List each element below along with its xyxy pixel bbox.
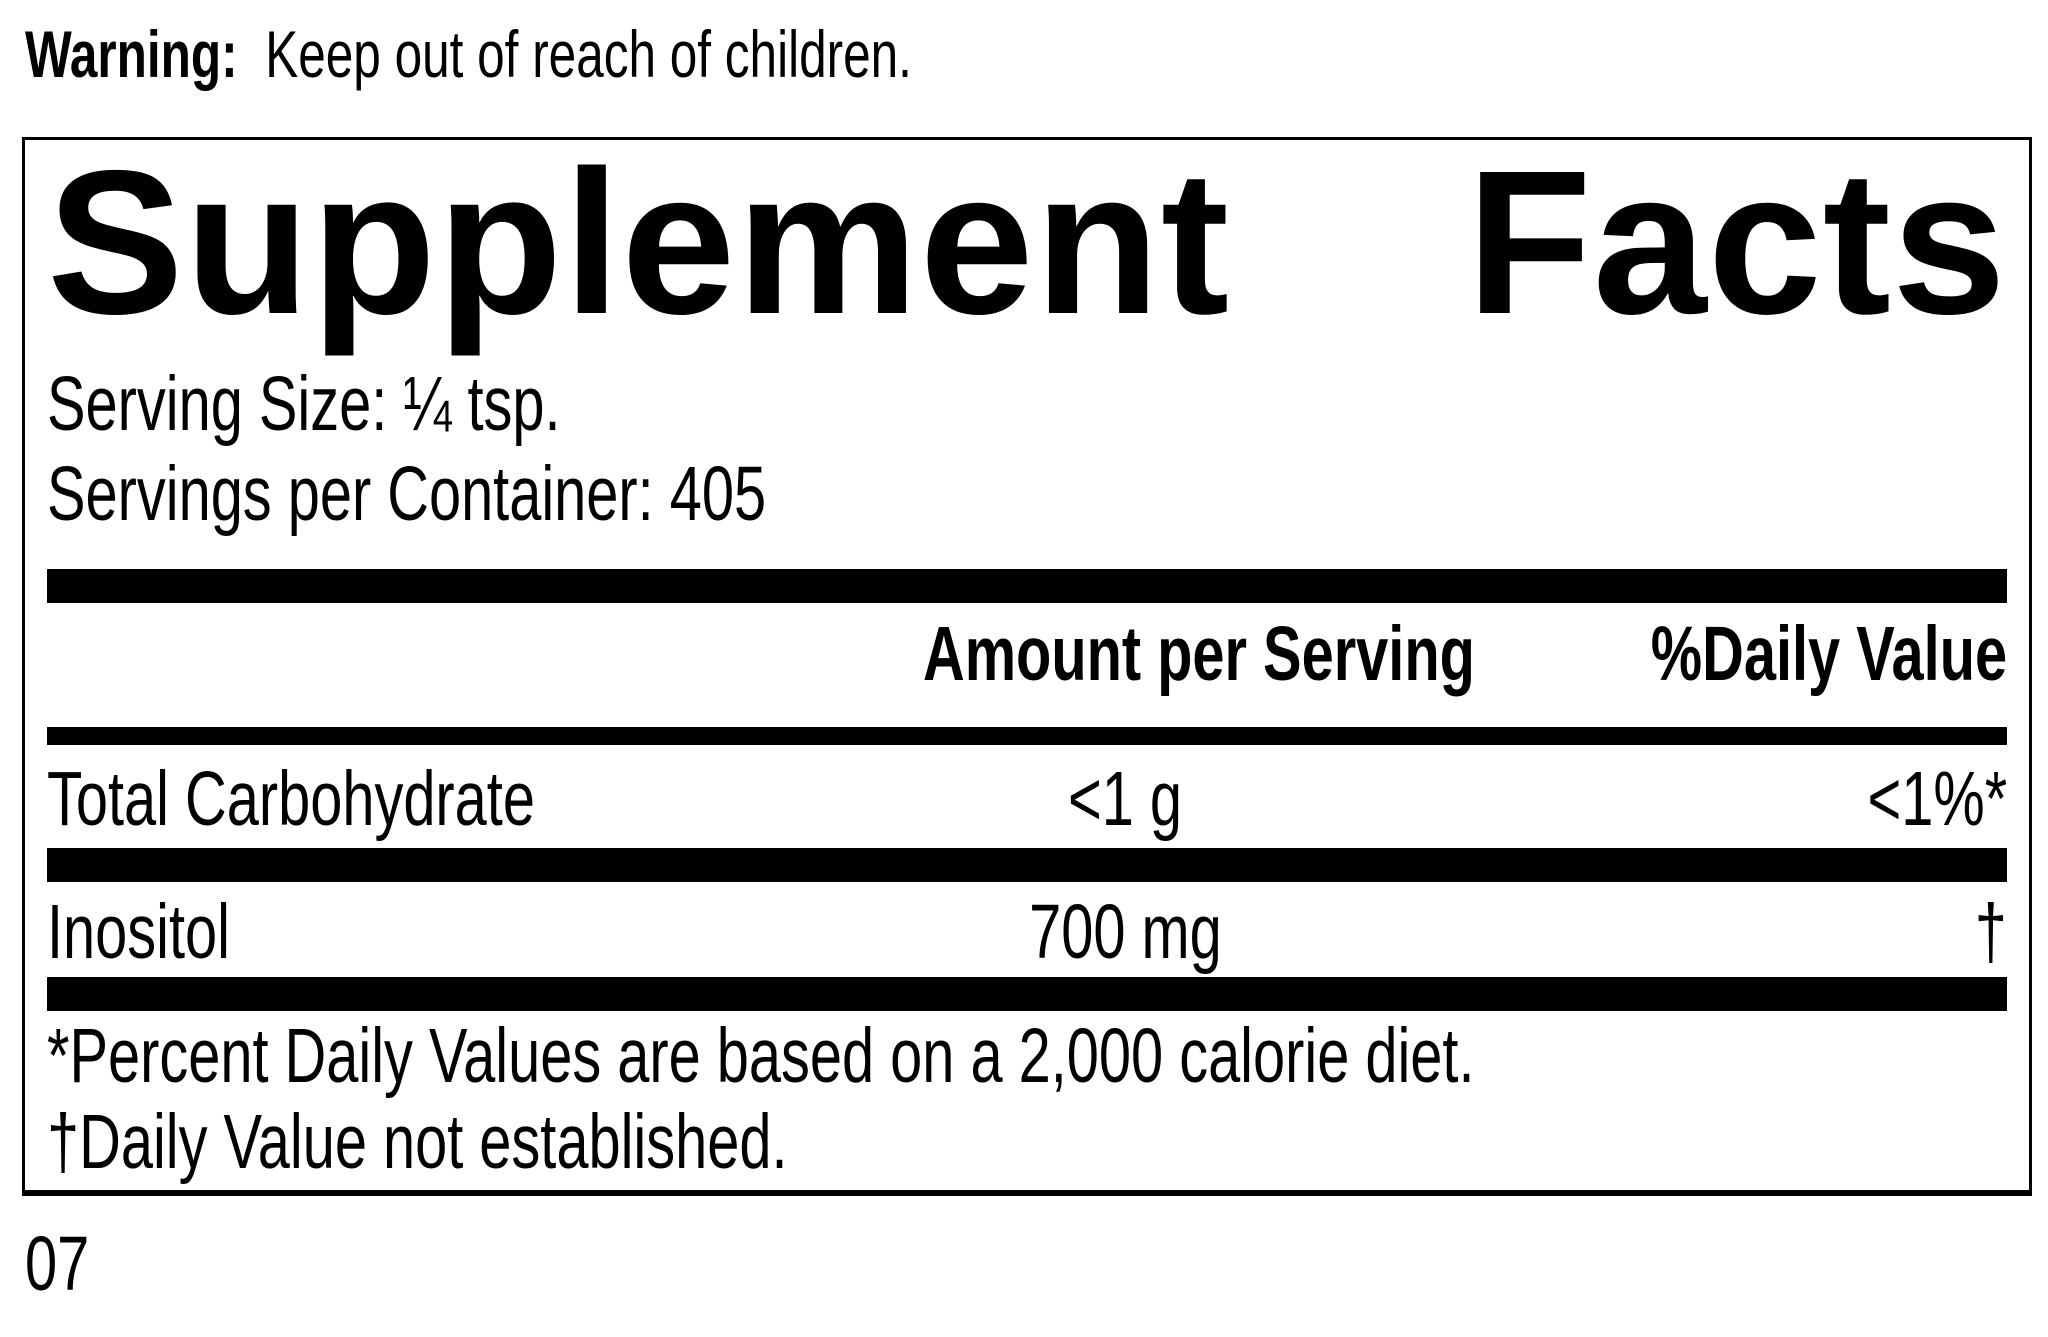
supplement-label-page: Warning: Keep out of reach of children. …	[0, 12, 2048, 1303]
servings-per-container-text: Servings per Container: 405	[47, 450, 767, 537]
amount-header-cell: Amount per Serving	[831, 609, 1475, 699]
title-word-facts: Facts	[1466, 127, 2007, 357]
daily-value-header: %Daily Value	[1650, 610, 2007, 697]
amount-per-serving-header: Amount per Serving	[922, 610, 1475, 697]
nutrient-amount: <1 g	[1067, 756, 1182, 843]
page-code: 07	[25, 1220, 2048, 1307]
header-spacer-cell	[47, 609, 831, 699]
supplement-facts-panel: Supplement Facts Serving Size: ¼ tsp. Se…	[22, 136, 2032, 1196]
column-header-row: Amount per Serving %Daily Value	[47, 609, 2007, 699]
nutrient-name-cell: Total Carbohydrate	[47, 754, 831, 844]
nutrient-name: Inositol	[47, 889, 230, 976]
page-code-text: 07	[25, 1220, 90, 1307]
header-separator-bar	[47, 727, 2007, 746]
nutrient-name-cell: Inositol	[47, 887, 831, 977]
serving-size-text: Serving Size: ¼ tsp.	[47, 360, 561, 447]
panel-title: Supplement Facts	[47, 140, 2007, 345]
nutrient-daily-value: <1%*	[1867, 756, 2007, 843]
footnote-separator-bar	[47, 977, 2007, 1012]
warning-line: Warning: Keep out of reach of children.	[25, 12, 2048, 98]
warning-label: Warning:	[25, 17, 238, 91]
warning-text-wrap: Warning: Keep out of reach of children.	[25, 12, 912, 98]
footnote-text: *Percent Daily Values are based on a 2,0…	[47, 1013, 1475, 1100]
title-word-supplement: Supplement	[47, 127, 1231, 357]
daily-value-header-cell: %Daily Value	[1419, 609, 2007, 699]
footnote-daily-value-not-established: †Daily Value not established.	[47, 1099, 2007, 1185]
servings-per-container-line: Servings per Container: 405	[47, 449, 2007, 539]
nutrient-row-inositol: Inositol 700 mg †	[47, 887, 2007, 977]
nutrient-daily-value-cell: †	[1419, 887, 2007, 977]
nutrient-row-total-carbohydrate: Total Carbohydrate <1 g <1%*	[47, 754, 2007, 844]
nutrient-name: Total Carbohydrate	[47, 756, 535, 843]
nutrient-amount: 700 mg	[1028, 889, 1222, 976]
divider-bar-thick-top	[47, 568, 2007, 603]
nutrient-daily-value-dagger: †	[1974, 889, 2007, 976]
serving-size-line: Serving Size: ¼ tsp.	[47, 359, 2007, 449]
nutrient-daily-value-cell: <1%*	[1419, 754, 2007, 844]
footnote-text: †Daily Value not established.	[47, 1099, 788, 1186]
row-separator-bar	[47, 848, 2007, 883]
nutrient-amount-cell: 700 mg	[831, 887, 1419, 977]
nutrient-amount-cell: <1 g	[831, 754, 1419, 844]
footnote-percent-daily-values: *Percent Daily Values are based on a 2,0…	[47, 1013, 2007, 1099]
warning-message: Keep out of reach of children.	[265, 17, 912, 91]
